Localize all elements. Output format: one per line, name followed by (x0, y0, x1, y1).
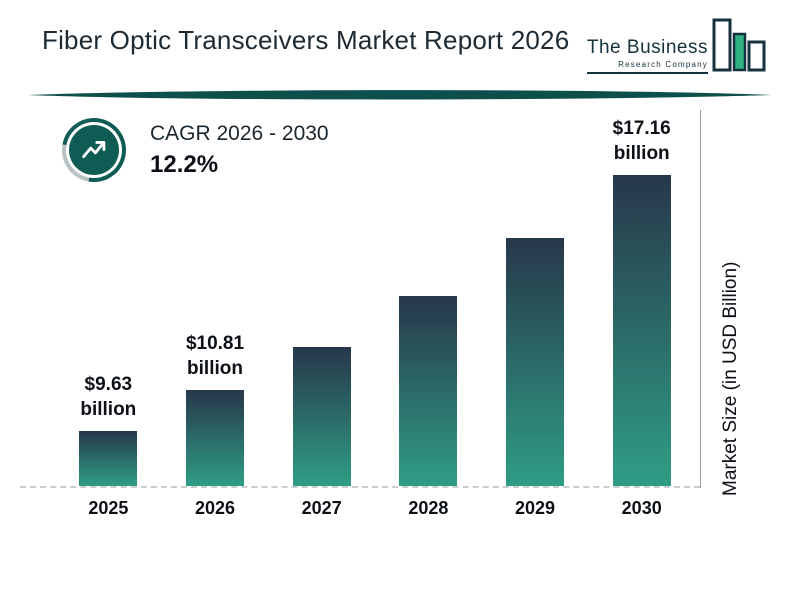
bar-value-label: $17.16 billion (612, 117, 671, 165)
trend-up-icon (49, 105, 139, 195)
x-axis-label: 2029 (515, 498, 556, 518)
chart-section: CAGR 2026 - 2030 12.2% $9.63 billion $10.… (0, 105, 800, 519)
cagr-value: 12.2% (150, 150, 219, 178)
x-axis-label: 2027 (301, 498, 342, 518)
bar-column (268, 339, 375, 486)
cagr-callout: CAGR 2026 - 2030 12.2% (49, 105, 329, 195)
bar-column: $17.16 billion (588, 116, 695, 486)
bar-2025 (79, 431, 138, 486)
bar-column: $10.81 billion (162, 331, 269, 486)
logo: The Business Research Company (586, 18, 772, 80)
bar-column: $9.63 billion (55, 372, 162, 486)
bar-2028 (399, 296, 458, 486)
bar-2029 (506, 238, 565, 486)
x-axis-label: 2026 (194, 498, 236, 518)
cagr-text: CAGR 2026 - 2030 12.2% (150, 122, 329, 179)
divider-ornament (28, 90, 772, 100)
x-axis-labels: 2025 2026 2027 2028 2029 2030 (55, 498, 695, 519)
bar-value-label: $9.63 billion (80, 373, 137, 421)
logo-bars-icon (712, 18, 766, 72)
trend-up-icon-inner (69, 125, 119, 175)
cagr-label: CAGR 2026 - 2030 (150, 121, 329, 145)
bar-column (375, 288, 482, 486)
page-title: Fiber Optic Transceivers Market Report 2… (42, 25, 570, 55)
x-axis-label: 2025 (88, 498, 129, 518)
bar-value-label: $10.81 billion (185, 332, 245, 380)
bars-row: $9.63 billion $10.81 billion $17.16 billio… (55, 106, 695, 486)
header: Fiber Optic Transceivers Market Report 2… (0, 0, 800, 80)
x-axis-baseline (20, 486, 700, 488)
bar-2027 (292, 347, 351, 486)
bar-column (482, 230, 589, 486)
logo-title: The Business (586, 36, 708, 58)
logo-text: The Business Research Company (586, 36, 708, 74)
x-axis-label: 2028 (408, 498, 449, 518)
bar-2026 (186, 390, 244, 486)
x-axis-label: 2030 (621, 498, 662, 518)
logo-subtitle: Research Company (618, 59, 708, 69)
y-axis-line (700, 110, 701, 488)
bar-2030 (612, 175, 671, 486)
y-axis-title: Market Size (in USD Billion) (720, 261, 741, 496)
